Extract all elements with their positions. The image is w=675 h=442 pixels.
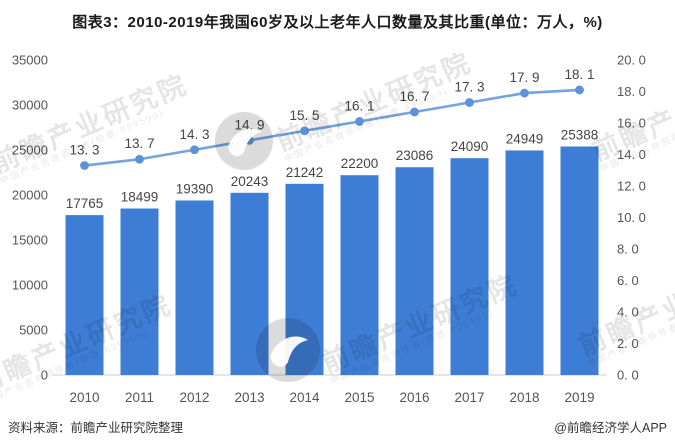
svg-text:8. 0: 8. 0 — [617, 242, 639, 257]
svg-text:2016: 2016 — [399, 390, 429, 405]
svg-text:2015: 2015 — [344, 390, 374, 405]
svg-text:2018: 2018 — [509, 390, 539, 405]
svg-text:14. 9: 14. 9 — [234, 117, 264, 132]
svg-text:17. 9: 17. 9 — [509, 70, 539, 85]
svg-text:18. 1: 18. 1 — [564, 67, 594, 82]
svg-text:24090: 24090 — [451, 139, 489, 154]
chart-title: 图表3：2010-2019年我国60岁及以上老年人口数量及其比重(单位：万人，%… — [72, 14, 603, 31]
svg-text:25388: 25388 — [561, 128, 599, 143]
svg-text:30000: 30000 — [12, 98, 48, 113]
svg-text:2014: 2014 — [289, 390, 320, 405]
svg-text:2019: 2019 — [564, 390, 594, 405]
svg-text:23086: 23086 — [396, 148, 434, 163]
svg-text:0. 0: 0. 0 — [617, 368, 639, 383]
svg-text:0: 0 — [41, 368, 48, 383]
source-note: 资料来源：前瞻产业研究院整理 — [8, 421, 184, 435]
svg-text:10. 0: 10. 0 — [617, 210, 646, 225]
svg-text:15000: 15000 — [12, 233, 48, 248]
svg-text:21242: 21242 — [286, 165, 324, 180]
svg-text:19390: 19390 — [176, 181, 214, 196]
svg-text:2012: 2012 — [179, 390, 209, 405]
svg-text:17765: 17765 — [66, 196, 104, 211]
svg-text:22200: 22200 — [341, 156, 379, 171]
svg-text:20000: 20000 — [12, 188, 48, 203]
svg-text:5000: 5000 — [19, 323, 48, 338]
svg-text:12. 0: 12. 0 — [617, 179, 646, 194]
svg-text:2. 0: 2. 0 — [617, 336, 639, 351]
combo-chart: 35000 30000 25000 20000 15000 10000 5000 0 20. 0… — [12, 53, 646, 406]
svg-text:15. 5: 15. 5 — [289, 108, 319, 123]
chart-footer: 资料来源：前瞻产业研究院整理 @前瞻经济学人APP — [0, 417, 675, 436]
svg-text:2010: 2010 — [69, 390, 99, 405]
svg-text:25000: 25000 — [12, 143, 48, 158]
svg-text:6. 0: 6. 0 — [617, 273, 639, 288]
svg-text:17. 3: 17. 3 — [454, 80, 484, 95]
svg-text:18. 0: 18. 0 — [617, 84, 646, 99]
svg-text:16. 1: 16. 1 — [344, 98, 374, 113]
svg-text:24949: 24949 — [506, 131, 544, 146]
svg-text:35000: 35000 — [12, 53, 48, 68]
svg-text:14. 3: 14. 3 — [179, 127, 209, 142]
svg-text:16. 0: 16. 0 — [617, 116, 646, 131]
svg-text:18499: 18499 — [121, 190, 159, 205]
credit-note: @前瞻经济学人APP — [554, 421, 667, 435]
svg-text:16. 7: 16. 7 — [399, 89, 429, 104]
svg-text:20243: 20243 — [231, 174, 269, 189]
svg-text:2017: 2017 — [454, 390, 484, 405]
svg-text:13. 3: 13. 3 — [69, 143, 99, 158]
svg-text:10000: 10000 — [12, 278, 48, 293]
svg-text:13. 7: 13. 7 — [124, 136, 154, 151]
svg-text:2013: 2013 — [234, 390, 264, 405]
svg-text:20. 0: 20. 0 — [617, 53, 646, 68]
svg-text:2011: 2011 — [125, 390, 154, 405]
svg-text:4. 0: 4. 0 — [617, 305, 639, 320]
svg-text:14. 0: 14. 0 — [617, 147, 646, 162]
